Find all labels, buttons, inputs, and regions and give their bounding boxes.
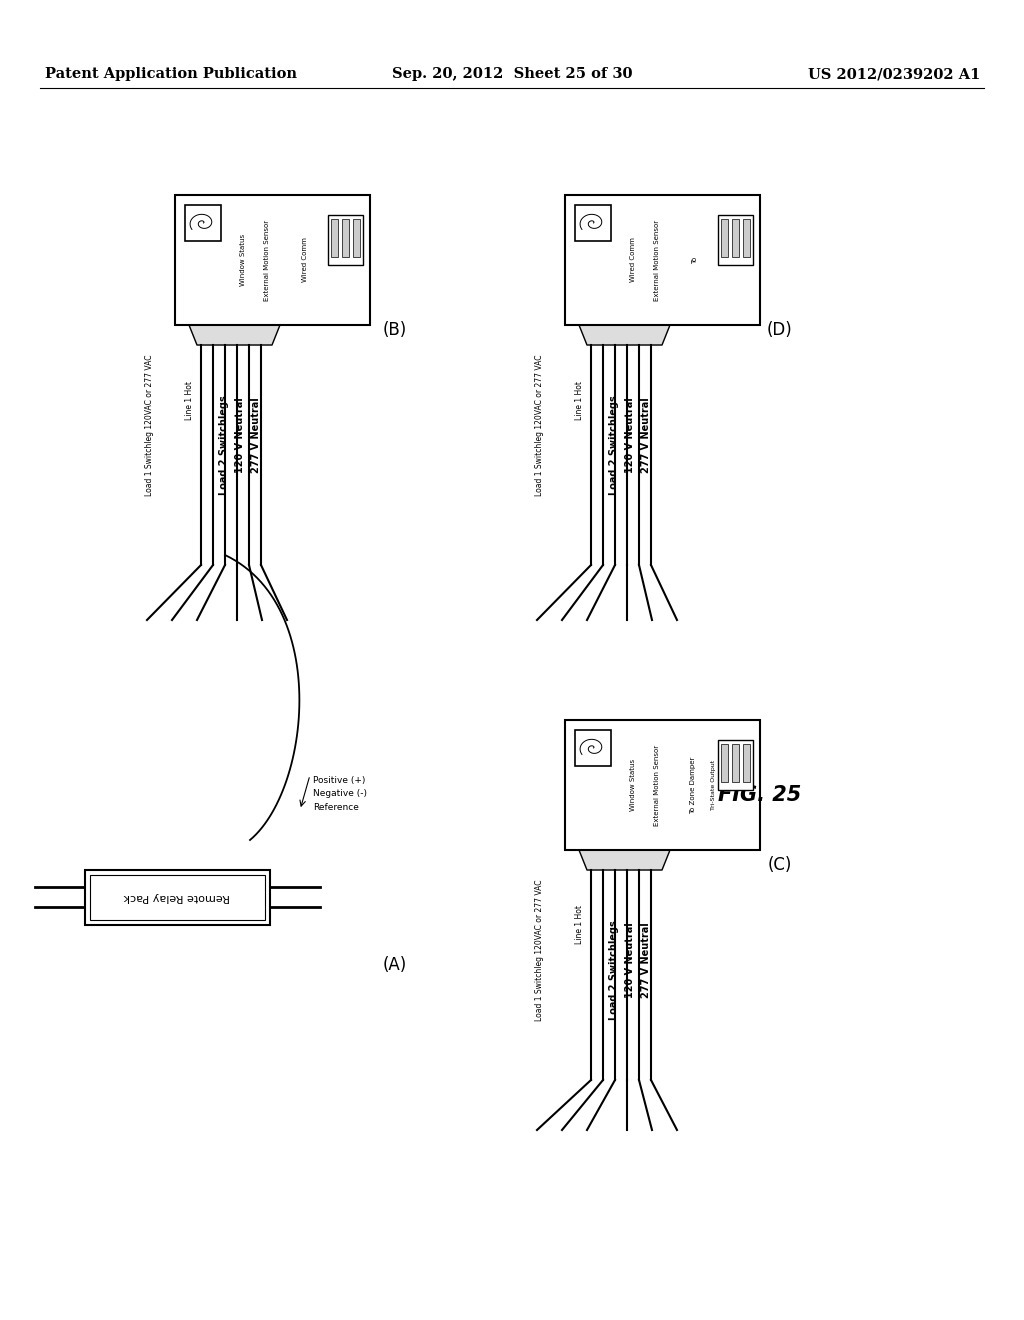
Text: (C): (C) <box>768 855 793 874</box>
Bar <box>185 205 221 242</box>
Text: 277 V Neutral: 277 V Neutral <box>251 397 261 473</box>
Bar <box>342 219 349 257</box>
Text: Load 2 Switchlegs: Load 2 Switchlegs <box>219 395 229 495</box>
Text: Load 2 Switchlegs: Load 2 Switchlegs <box>609 395 618 495</box>
Bar <box>718 215 753 265</box>
Text: 120 V Neutral: 120 V Neutral <box>234 397 245 473</box>
Text: Load 2 Switchlegs: Load 2 Switchlegs <box>609 920 618 1020</box>
Text: (D): (D) <box>767 321 793 339</box>
Bar <box>175 195 370 325</box>
Polygon shape <box>579 850 670 870</box>
Text: Negative (-): Negative (-) <box>313 789 367 799</box>
Bar <box>718 741 753 789</box>
Bar <box>743 744 750 781</box>
Text: US 2012/0239202 A1: US 2012/0239202 A1 <box>808 67 980 81</box>
Bar <box>721 219 728 257</box>
Bar <box>743 219 750 257</box>
Text: Wired Comm: Wired Comm <box>302 238 308 282</box>
Polygon shape <box>189 325 280 345</box>
Bar <box>575 730 611 766</box>
Bar <box>331 219 338 257</box>
Bar <box>328 215 362 265</box>
Text: To: To <box>692 256 698 264</box>
Text: Load 1 Switchleg 120VAC or 277 VAC: Load 1 Switchleg 120VAC or 277 VAC <box>145 354 154 496</box>
Text: To Zone Damper: To Zone Damper <box>690 756 696 813</box>
Text: Wired Comm: Wired Comm <box>630 238 636 282</box>
Text: External Motion Sensor: External Motion Sensor <box>654 744 660 825</box>
Text: Load 1 Switchleg 120VAC or 277 VAC: Load 1 Switchleg 120VAC or 277 VAC <box>535 354 544 496</box>
Bar <box>565 195 760 325</box>
Text: (A): (A) <box>383 956 408 974</box>
Bar <box>353 219 360 257</box>
Bar <box>575 205 611 242</box>
Bar <box>721 744 728 781</box>
Bar <box>732 744 739 781</box>
Text: Load 1 Switchleg 120VAC or 277 VAC: Load 1 Switchleg 120VAC or 277 VAC <box>535 879 544 1020</box>
Text: Reference: Reference <box>313 804 358 813</box>
Text: (B): (B) <box>383 321 408 339</box>
Text: Tri-State Output: Tri-State Output <box>711 760 716 810</box>
Text: External Motion Sensor: External Motion Sensor <box>654 219 660 301</box>
Text: Positive (+): Positive (+) <box>313 776 366 784</box>
Text: External Motion Sensor: External Motion Sensor <box>264 219 270 301</box>
Bar <box>90 875 265 920</box>
Text: Line 1 Hot: Line 1 Hot <box>575 380 584 420</box>
Polygon shape <box>579 325 670 345</box>
Bar <box>565 719 760 850</box>
Bar <box>85 870 270 925</box>
Text: FIG. 25: FIG. 25 <box>719 785 802 805</box>
Text: Line 1 Hot: Line 1 Hot <box>185 380 194 420</box>
Text: 277 V Neutral: 277 V Neutral <box>641 397 651 473</box>
Text: Window Status: Window Status <box>630 759 636 810</box>
Text: Sep. 20, 2012  Sheet 25 of 30: Sep. 20, 2012 Sheet 25 of 30 <box>392 67 632 81</box>
Text: 277 V Neutral: 277 V Neutral <box>641 923 651 998</box>
Text: 120 V Neutral: 120 V Neutral <box>625 397 635 473</box>
Text: Window Status: Window Status <box>240 234 246 286</box>
Text: Line 1 Hot: Line 1 Hot <box>575 906 584 945</box>
Text: 120 V Neutral: 120 V Neutral <box>625 923 635 998</box>
Text: Patent Application Publication: Patent Application Publication <box>45 67 297 81</box>
Bar <box>732 219 739 257</box>
Text: Remote Relay Pack: Remote Relay Pack <box>124 892 230 902</box>
